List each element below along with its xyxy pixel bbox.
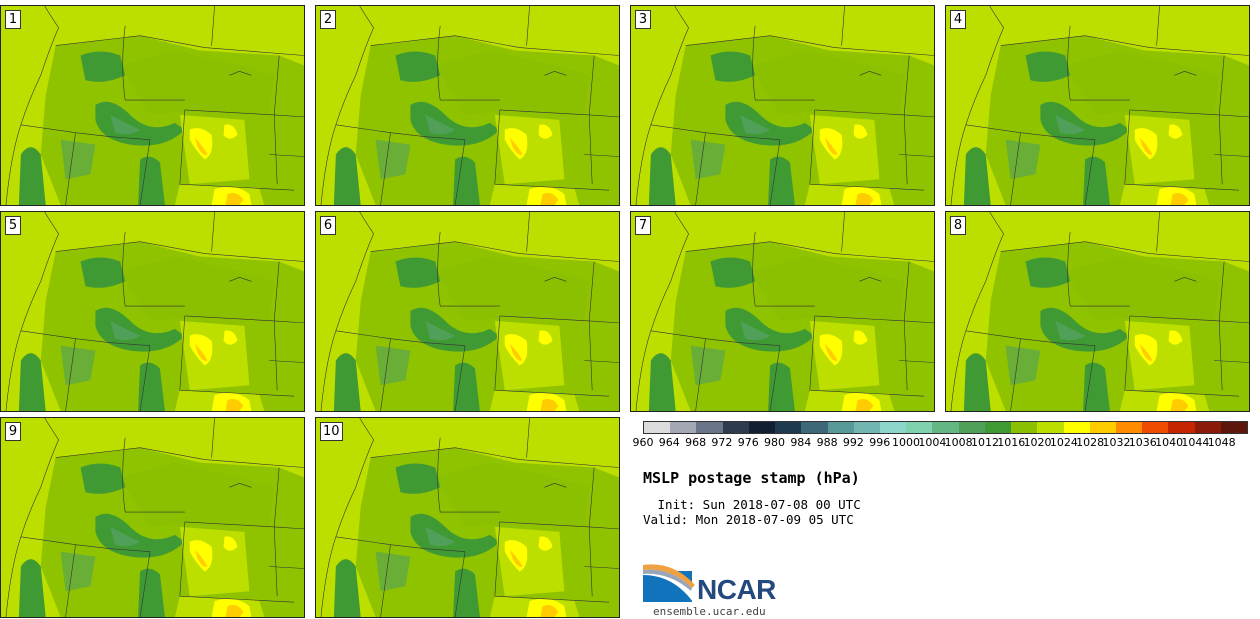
- colorbar-tick: 960: [632, 436, 654, 449]
- colorbar-tick: 992: [842, 436, 864, 449]
- colorbar-tick: 972: [711, 436, 733, 449]
- colorbar-swatch: [1194, 422, 1221, 433]
- member-panel: 3: [630, 5, 935, 206]
- colorbar-tick: 1016: [997, 436, 1026, 449]
- colorbar-tick: 988: [816, 436, 838, 449]
- colorbar-tick-labels: 960 964 968 972 976 980 984 988 992 996 1000 1004 10…: [633, 434, 1248, 450]
- colorbar-swatch: [1168, 422, 1195, 433]
- member-panel: 10: [315, 417, 620, 618]
- map-field: [946, 6, 1249, 205]
- member-number-label: 2: [320, 10, 336, 29]
- member-number-label: 8: [950, 216, 966, 235]
- colorbar-tick: 1004: [918, 436, 947, 449]
- colorbar-tick: 1024: [1049, 436, 1078, 449]
- member-number-label: 3: [635, 10, 651, 29]
- colorbar-swatch: [984, 422, 1012, 433]
- colorbar-tick: 1032: [1102, 436, 1131, 449]
- colorbar-swatch: [748, 422, 776, 433]
- member-number-label: 9: [5, 422, 21, 441]
- colorbar-swatch: [853, 422, 880, 433]
- map-field: [946, 212, 1249, 411]
- map-field: [316, 212, 619, 411]
- member-panel: 9: [0, 417, 305, 618]
- member-panel: 5: [0, 211, 305, 412]
- init-time: Init: Sun 2018-07-08 00 UTC: [650, 497, 861, 512]
- map-field: [316, 6, 619, 205]
- colorbar-tick: 1012: [970, 436, 999, 449]
- colorbar-tick: 1048: [1207, 436, 1236, 449]
- colorbar-swatch: [1142, 422, 1169, 433]
- colorbar-swatch: [801, 422, 828, 433]
- member-panel: 1: [0, 5, 305, 206]
- map-field: [631, 212, 934, 411]
- member-panel: 7: [630, 211, 935, 412]
- member-number-label: 5: [5, 216, 21, 235]
- colorbar-tick: 1040: [1155, 436, 1184, 449]
- member-panel: 2: [315, 5, 620, 206]
- colorbar-swatch: [670, 422, 697, 433]
- colorbar-swatch: [879, 422, 907, 433]
- valid-time: Valid: Mon 2018-07-09 05 UTC: [643, 512, 854, 527]
- colorbar-swatch: [1037, 422, 1064, 433]
- colorbar-tick: 1000: [892, 436, 921, 449]
- colorbar-swatch: [696, 422, 723, 433]
- colorbar-tick: 984: [790, 436, 812, 449]
- colorbar-swatch: [1063, 422, 1090, 433]
- member-number-label: 10: [320, 422, 343, 441]
- member-panel: 8: [945, 211, 1250, 412]
- colorbar: 960 964 968 972 976 980 984 988 992 996 1000 1004 10…: [633, 421, 1248, 450]
- colorbar-tick: 1020: [1023, 436, 1052, 449]
- colorbar-tick: 1036: [1128, 436, 1157, 449]
- colorbar-swatch: [1220, 422, 1248, 433]
- map-field: [316, 418, 619, 617]
- member-panel: 6: [315, 211, 620, 412]
- member-number-label: 7: [635, 216, 651, 235]
- colorbar-tick: 1044: [1181, 436, 1210, 449]
- colorbar-swatch: [722, 422, 749, 433]
- logo-url: ensemble.ucar.edu: [653, 605, 766, 618]
- member-panel: 4: [945, 5, 1250, 206]
- member-number-label: 6: [320, 216, 336, 235]
- map-field: [631, 6, 934, 205]
- colorbar-swatch: [827, 422, 854, 433]
- member-number-label: 4: [950, 10, 966, 29]
- colorbar-tick: 976: [737, 436, 759, 449]
- colorbar-tick: 980: [764, 436, 786, 449]
- colorbar-swatch: [1011, 422, 1038, 433]
- colorbar-tick: 1028: [1076, 436, 1105, 449]
- colorbar-swatch: [1089, 422, 1116, 433]
- colorbar-swatch: [958, 422, 985, 433]
- colorbar-tick: 996: [869, 436, 891, 449]
- figure-title: MSLP postage stamp (hPa): [643, 469, 860, 487]
- map-field: [1, 418, 304, 617]
- colorbar-tick: 968: [685, 436, 707, 449]
- colorbar-tick: 1008: [944, 436, 973, 449]
- ncar-logo-icon: [643, 564, 695, 602]
- colorbar-swatch: [932, 422, 959, 433]
- colorbar-swatch: [906, 422, 933, 433]
- member-number-label: 1: [5, 10, 21, 29]
- map-field: [1, 212, 304, 411]
- ncar-logo-text: NCAR: [697, 574, 776, 605]
- colorbar-swatch: [775, 422, 802, 433]
- colorbar-swatch: [644, 422, 671, 433]
- map-field: [1, 6, 304, 205]
- colorbar-swatch: [1115, 422, 1143, 433]
- colorbar-swatches: [643, 421, 1248, 434]
- colorbar-tick: 964: [658, 436, 680, 449]
